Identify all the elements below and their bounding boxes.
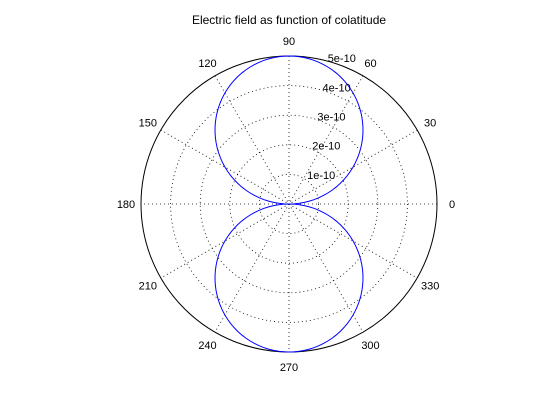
radial-grid-circle	[199, 114, 379, 294]
radial-tick-label: 5e-10	[328, 53, 356, 65]
angular-tick-label: 180	[117, 199, 135, 211]
angular-tick-label: 90	[283, 36, 295, 48]
angular-tick-label: 270	[280, 362, 298, 374]
angular-tick-label: 0	[449, 199, 455, 211]
series-line	[214, 55, 364, 353]
series-layer	[214, 55, 364, 353]
angular-tick-label: 60	[364, 58, 376, 70]
radial-tick-label: 4e-10	[323, 82, 351, 94]
angular-tick-label: 210	[139, 281, 157, 293]
angular-tick-label: 300	[361, 340, 379, 352]
radial-grid-circle	[258, 173, 319, 234]
angular-tick-label: 330	[421, 281, 439, 293]
angular-tick-label: 240	[198, 340, 216, 352]
label-layer: 0 30 60 90 120 150 180 210 240 270 300 330 1e-10 2e-1…	[117, 36, 455, 374]
chart-title: Electric field as function of colatitude	[192, 13, 386, 27]
radial-tick-label: 1e-10	[307, 170, 335, 182]
radial-tick-label: 3e-10	[317, 112, 345, 124]
angular-tick-label: 120	[198, 58, 216, 70]
radial-tick-label: 2e-10	[312, 141, 340, 153]
angular-tick-label: 150	[139, 118, 157, 130]
angular-tick-label: 30	[424, 118, 436, 130]
